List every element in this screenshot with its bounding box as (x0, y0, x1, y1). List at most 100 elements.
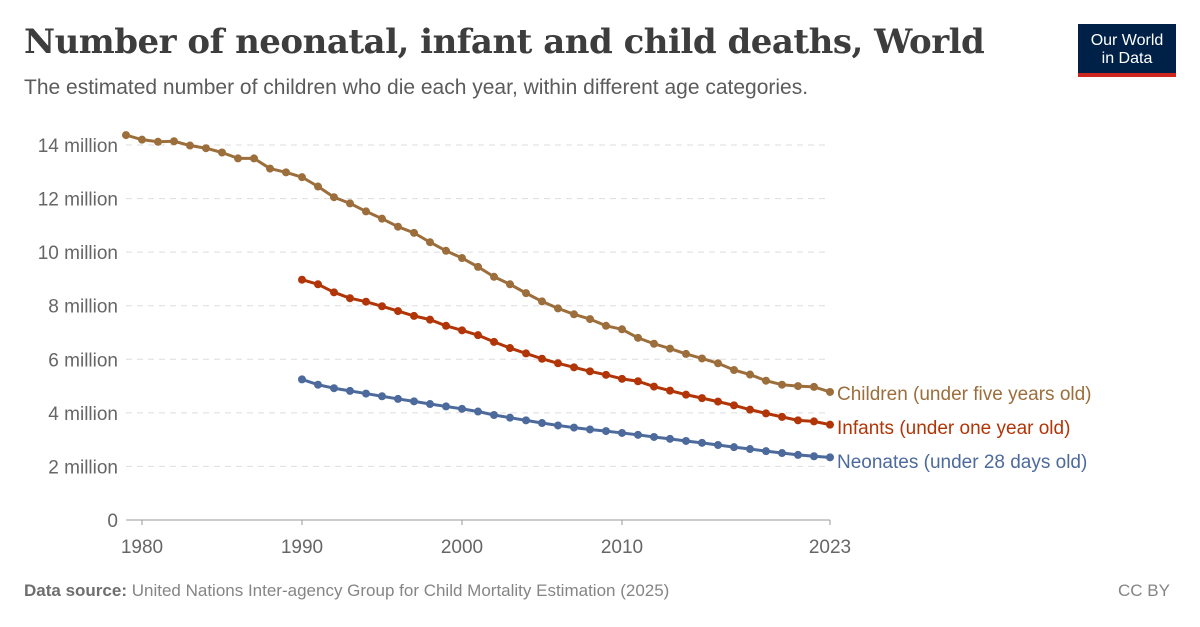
data-source-label: Data source: (24, 581, 127, 600)
y-tick-label: 2 million (48, 457, 118, 478)
data-point (810, 382, 818, 391)
data-point (794, 416, 802, 425)
data-point (634, 430, 642, 439)
data-point (490, 272, 498, 281)
data-point (506, 413, 514, 422)
data-point (746, 445, 754, 454)
data-point (122, 131, 130, 140)
x-tick-label: 2010 (601, 537, 643, 558)
data-point (522, 416, 530, 425)
series-children (122, 131, 834, 396)
logo-text: Our World in Data (1090, 32, 1164, 67)
series-line (301, 278, 831, 427)
data-point (362, 389, 370, 398)
data-point (826, 420, 834, 429)
data-point (618, 428, 626, 437)
data-point (234, 154, 242, 163)
data-point (554, 421, 562, 430)
data-point (298, 173, 306, 182)
data-point (602, 321, 610, 330)
data-point (314, 380, 322, 389)
data-point (762, 409, 770, 418)
data-point (298, 275, 306, 284)
series-label-infants: Infants (under one year old) (837, 418, 1070, 439)
data-point (442, 246, 450, 255)
data-point (378, 302, 386, 311)
data-point (682, 349, 690, 358)
series-line (301, 377, 831, 459)
series-neonates (298, 375, 834, 462)
data-point (410, 228, 418, 237)
data-point (314, 280, 322, 289)
series-label-neonates: Neonates (under 28 days old) (837, 452, 1087, 473)
data-point (426, 315, 434, 324)
data-point (506, 344, 514, 353)
data-point (762, 376, 770, 385)
data-point (538, 297, 546, 306)
data-point (826, 387, 834, 396)
data-point (570, 310, 578, 319)
data-point (698, 354, 706, 363)
data-point (410, 397, 418, 406)
data-point (362, 207, 370, 216)
data-point (666, 386, 674, 395)
data-point (490, 337, 498, 346)
data-point (602, 427, 610, 436)
chart-title: Number of neonatal, infant and child dea… (24, 22, 985, 62)
data-point (810, 417, 818, 426)
data-point (570, 423, 578, 432)
data-point (714, 441, 722, 449)
data-point (458, 404, 466, 413)
data-point (202, 144, 210, 153)
data-point (586, 425, 594, 434)
data-point (474, 407, 482, 416)
y-tick-label: 14 million (38, 136, 118, 157)
y-tick-label: 8 million (48, 297, 118, 318)
data-point (666, 434, 674, 443)
data-point (634, 333, 642, 342)
data-point (762, 447, 770, 456)
data-point (250, 154, 258, 163)
data-point (778, 412, 786, 421)
data-point (682, 390, 690, 399)
data-point (538, 419, 546, 428)
data-point (442, 402, 450, 411)
data-point (586, 367, 594, 376)
data-point (474, 331, 482, 340)
data-point (330, 288, 338, 297)
series-infants (298, 275, 834, 429)
data-point (282, 168, 290, 177)
data-point (394, 394, 402, 403)
series-label-children: Children (under five years old) (837, 384, 1092, 405)
data-point (330, 384, 338, 393)
data-point (506, 280, 514, 289)
data-source-link[interactable]: United Nations Inter-agency Group for Ch… (131, 581, 670, 600)
data-point (618, 325, 626, 334)
y-tick-label: 4 million (48, 404, 118, 425)
data-point (442, 321, 450, 330)
license-link[interactable]: CC BY (1118, 581, 1170, 600)
data-point (410, 311, 418, 320)
data-point (570, 363, 578, 372)
data-point (522, 349, 530, 358)
y-tick-label: 6 million (48, 350, 118, 371)
data-point (426, 400, 434, 409)
owid-logo[interactable]: Our World in Data (1078, 24, 1176, 77)
y-tick-label: 12 million (38, 190, 118, 211)
data-point (698, 438, 706, 447)
data-point (138, 135, 146, 144)
x-tick-label: 1990 (281, 537, 323, 558)
data-point (426, 238, 434, 247)
data-point (314, 182, 322, 191)
data-point (490, 411, 498, 419)
chart-subtitle: The estimated number of children who die… (24, 76, 809, 99)
data-point (746, 370, 754, 379)
data-point (794, 450, 802, 459)
data-point (586, 315, 594, 324)
data-point (362, 297, 370, 306)
data-point (634, 377, 642, 386)
data-point (698, 394, 706, 403)
x-tick-label: 1980 (121, 537, 163, 558)
data-point (650, 432, 658, 441)
data-point (186, 141, 194, 150)
